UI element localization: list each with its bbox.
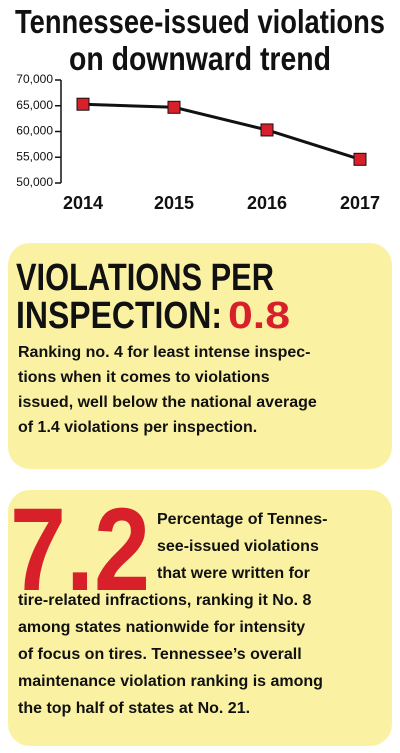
box-text: of focus on tires. Tennessee’s overall xyxy=(18,646,302,663)
box-heading: INSPECTION: xyxy=(16,295,222,337)
marker xyxy=(167,100,181,114)
y-tick-label: 50,000 xyxy=(16,175,53,189)
box-heading: VIOLATIONS PER xyxy=(16,257,274,299)
y-tick-label: 65,000 xyxy=(16,98,53,112)
box-text: see-issued violations xyxy=(157,538,319,555)
y-tick-label: 55,000 xyxy=(16,149,53,163)
x-tick-label: 2016 xyxy=(247,193,287,213)
y-tick-label: 70,000 xyxy=(16,72,53,86)
box-text: tire-related infractions, ranking it No.… xyxy=(18,592,311,609)
info-box xyxy=(8,490,392,746)
line xyxy=(82,102,361,161)
x-tick-label: 2014 xyxy=(63,193,103,213)
chart-title: Tennessee-issued violations xyxy=(15,3,385,40)
box-text: the top half of states at No. 21. xyxy=(18,700,250,717)
info-box xyxy=(8,243,392,469)
box-text: Ranking no. 4 for least intense inspec- xyxy=(18,344,311,361)
box-text: issued, well below the national average xyxy=(18,394,317,411)
box-figure: 0.8 xyxy=(228,295,290,337)
box-text: Percentage of Tennes- xyxy=(157,511,327,528)
box-text: among states nationwide for intensity xyxy=(18,619,305,636)
box-text: maintenance violation ranking is among xyxy=(18,673,323,690)
marker xyxy=(353,152,367,166)
chart-title: on downward trend xyxy=(69,40,331,77)
box-figure: 7.2 xyxy=(10,484,150,616)
x-tick-label: 2015 xyxy=(154,193,194,213)
y-tick-label: 60,000 xyxy=(16,124,53,138)
box-text: tions when it comes to violations xyxy=(18,369,270,386)
box-text: that were written for xyxy=(157,565,310,582)
x-tick-label: 2017 xyxy=(340,193,380,213)
marker xyxy=(76,97,90,111)
box-text: of 1.4 violations per inspection. xyxy=(18,419,257,436)
marker xyxy=(260,123,274,137)
